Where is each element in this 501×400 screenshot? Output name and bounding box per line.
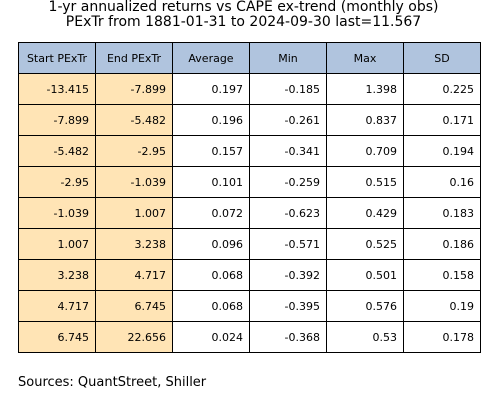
table-cell: 0.576 bbox=[326, 290, 404, 322]
column-header: Start PExTr bbox=[18, 42, 96, 74]
table-cell: 0.157 bbox=[172, 135, 250, 167]
table-cell: -13.415 bbox=[18, 73, 96, 105]
table-cell: 0.096 bbox=[172, 228, 250, 260]
table-cell: 1.007 bbox=[95, 197, 173, 229]
table-cell: 0.197 bbox=[172, 73, 250, 105]
table-row: 3.238 4.717 0.068 -0.392 0.501 0.158 bbox=[18, 259, 481, 291]
table-cell: 0.068 bbox=[172, 290, 250, 322]
column-header: Min bbox=[249, 42, 327, 74]
table-row: -5.482 -2.95 0.157 -0.341 0.709 0.194 bbox=[18, 135, 481, 167]
table-cell: 1.398 bbox=[326, 73, 404, 105]
table-cell: 0.068 bbox=[172, 259, 250, 291]
table-cell: -0.185 bbox=[249, 73, 327, 105]
column-header: Average bbox=[172, 42, 250, 74]
table-cell: -0.259 bbox=[249, 166, 327, 198]
table-cell: 0.515 bbox=[326, 166, 404, 198]
table-row: -7.899 -5.482 0.196 -0.261 0.837 0.171 bbox=[18, 104, 481, 136]
table-cell: -1.039 bbox=[18, 197, 96, 229]
table-cell: 0.024 bbox=[172, 321, 250, 353]
table-row: 1.007 3.238 0.096 -0.571 0.525 0.186 bbox=[18, 228, 481, 260]
table-cell: 0.178 bbox=[403, 321, 481, 353]
column-header: SD bbox=[403, 42, 481, 74]
table-cell: 0.429 bbox=[326, 197, 404, 229]
table-cell: -0.571 bbox=[249, 228, 327, 260]
table-cell: -7.899 bbox=[95, 73, 173, 105]
table-cell: 0.183 bbox=[403, 197, 481, 229]
table-cell: -2.95 bbox=[95, 135, 173, 167]
title-line: 1-yr annualized returns vs CAPE ex-trend… bbox=[48, 0, 439, 15]
header-row: Start PExTr End PExTr Average Min Max SD bbox=[18, 42, 481, 74]
table-row: -1.039 1.007 0.072 -0.623 0.429 0.183 bbox=[18, 197, 481, 229]
table-cell: 0.709 bbox=[326, 135, 404, 167]
table-cell: 0.186 bbox=[403, 228, 481, 260]
table-cell: 3.238 bbox=[95, 228, 173, 260]
table-cell: -1.039 bbox=[95, 166, 173, 198]
table-cell: 3.238 bbox=[18, 259, 96, 291]
table-cell: 4.717 bbox=[18, 290, 96, 322]
table-cell: 0.501 bbox=[326, 259, 404, 291]
column-header: End PExTr bbox=[95, 42, 173, 74]
table-row: -2.95 -1.039 0.101 -0.259 0.515 0.16 bbox=[18, 166, 481, 198]
table-cell: 6.745 bbox=[18, 321, 96, 353]
column-header: Max bbox=[326, 42, 404, 74]
table-cell: 1.007 bbox=[18, 228, 96, 260]
table-cell: 0.837 bbox=[326, 104, 404, 136]
table-row: -13.415 -7.899 0.197 -0.185 1.398 0.225 bbox=[18, 73, 481, 105]
table-row: 6.745 22.656 0.024 -0.368 0.53 0.178 bbox=[18, 321, 481, 353]
table-cell: 22.656 bbox=[95, 321, 173, 353]
table-cell: -5.482 bbox=[18, 135, 96, 167]
table-cell: 0.19 bbox=[403, 290, 481, 322]
table-cell: -0.341 bbox=[249, 135, 327, 167]
table-cell: 0.072 bbox=[172, 197, 250, 229]
table-cell: -2.95 bbox=[18, 166, 96, 198]
table-cell: -0.261 bbox=[249, 104, 327, 136]
table-cell: -0.392 bbox=[249, 259, 327, 291]
table-row: 4.717 6.745 0.068 -0.395 0.576 0.19 bbox=[18, 290, 481, 322]
table-cell: 0.196 bbox=[172, 104, 250, 136]
table-cell: 6.745 bbox=[95, 290, 173, 322]
table-cell: 0.525 bbox=[326, 228, 404, 260]
table-cell: 0.194 bbox=[403, 135, 481, 167]
title-line: PExTr from 1881-01-31 to 2024-09-30 last… bbox=[65, 14, 422, 30]
table-body: -13.415 -7.899 0.197 -0.185 1.398 0.225 -7.899… bbox=[18, 73, 481, 353]
table-cell: 0.171 bbox=[403, 104, 481, 136]
table-cell: 4.717 bbox=[95, 259, 173, 291]
source-note: Sources: QuantStreet, Shiller bbox=[18, 375, 207, 390]
table-cell: -0.368 bbox=[249, 321, 327, 353]
table-cell: 0.53 bbox=[326, 321, 404, 353]
table-cell: -7.899 bbox=[18, 104, 96, 136]
table-cell: -0.623 bbox=[249, 197, 327, 229]
table-cell: 0.16 bbox=[403, 166, 481, 198]
table-cell: 0.158 bbox=[403, 259, 481, 291]
table-cell: -0.395 bbox=[249, 290, 327, 322]
table-cell: -5.482 bbox=[95, 104, 173, 136]
table-cell: 0.101 bbox=[172, 166, 250, 198]
table-cell: 0.225 bbox=[403, 73, 481, 105]
data-table: Start PExTr End PExTr Average Min Max SD -13.… bbox=[18, 42, 481, 353]
